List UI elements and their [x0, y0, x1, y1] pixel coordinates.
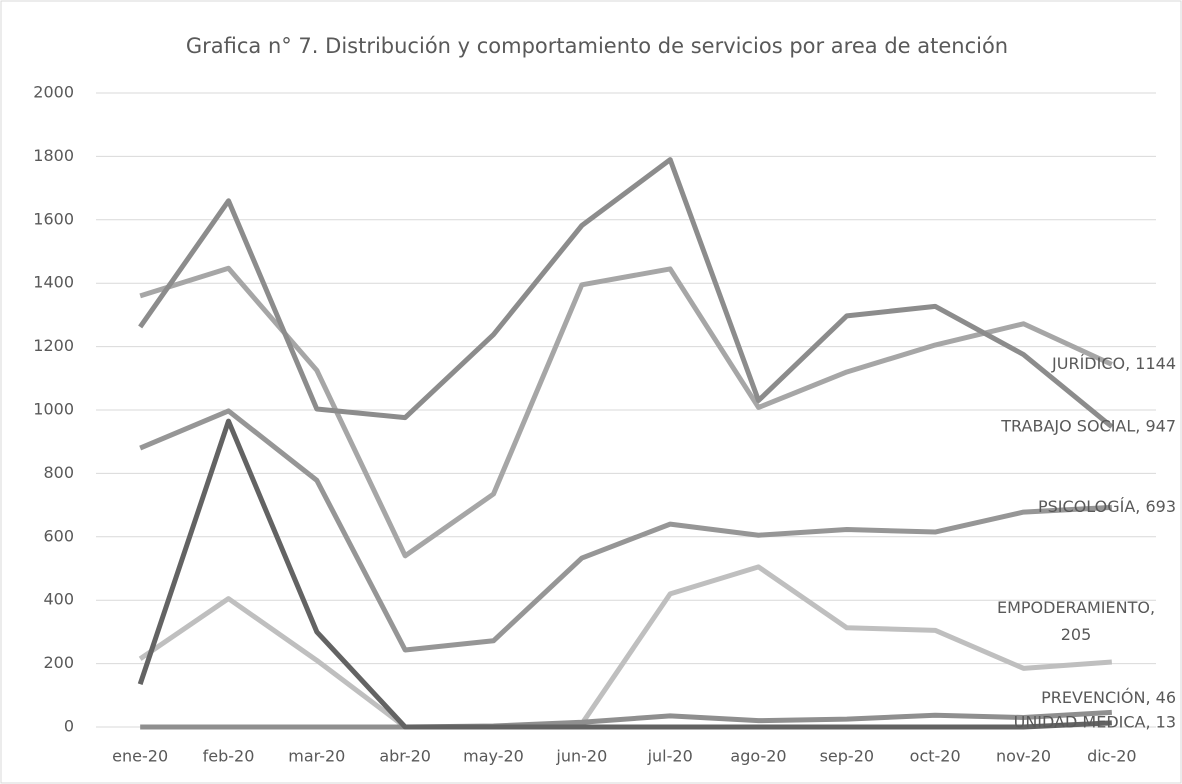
x-tick-label: abr-20 [379, 747, 431, 766]
y-tick-label: 1000 [33, 400, 74, 419]
y-tick-label: 400 [43, 590, 74, 609]
data-label: PSICOLOGÍA, 693 [1038, 497, 1176, 516]
y-tick-label: 1800 [33, 146, 74, 165]
series-line [137, 418, 1112, 730]
x-tick-label: sep-20 [820, 747, 874, 766]
data-label: TRABAJO SOCIAL, 947 [1000, 416, 1176, 435]
data-label: EMPODERAMIENTO, [997, 598, 1155, 617]
chart-title: Grafica n° 7. Distribución y comportamie… [186, 34, 1008, 58]
x-tick-label: jul-20 [647, 747, 693, 766]
series-line [138, 157, 1114, 429]
series-line [138, 564, 1113, 730]
x-tick-label: nov-20 [996, 747, 1051, 766]
y-tick-label: 200 [43, 653, 74, 672]
data-label: 205 [1061, 625, 1092, 644]
y-tick-label: 1600 [33, 209, 74, 228]
x-tick-label: may-20 [463, 747, 524, 766]
y-tick-label: 0 [64, 717, 74, 736]
y-tick-label: 800 [43, 463, 74, 482]
series-line [139, 408, 1112, 653]
x-tick-label: mar-20 [288, 747, 345, 766]
series-line [140, 709, 1112, 730]
y-tick-label: 1200 [33, 336, 74, 355]
y-tick-label: 600 [43, 526, 74, 545]
x-tick-label: ene-20 [112, 747, 168, 766]
data-label: UNIDAD MEDICA, 13 [1014, 712, 1176, 731]
y-tick-label: 1400 [33, 273, 74, 292]
x-tick-label: jun-20 [555, 747, 607, 766]
x-tick-label: feb-20 [203, 747, 255, 766]
x-tick-label: dic-20 [1087, 747, 1137, 766]
data-label: PREVENCIÓN, 46 [1041, 688, 1176, 707]
y-tick-label: 2000 [33, 83, 74, 102]
x-tick-label: oct-20 [910, 747, 961, 766]
series-line [139, 265, 1113, 559]
x-tick-label: ago-20 [730, 747, 786, 766]
data-label: JURÍDICO, 1144 [1051, 354, 1176, 373]
